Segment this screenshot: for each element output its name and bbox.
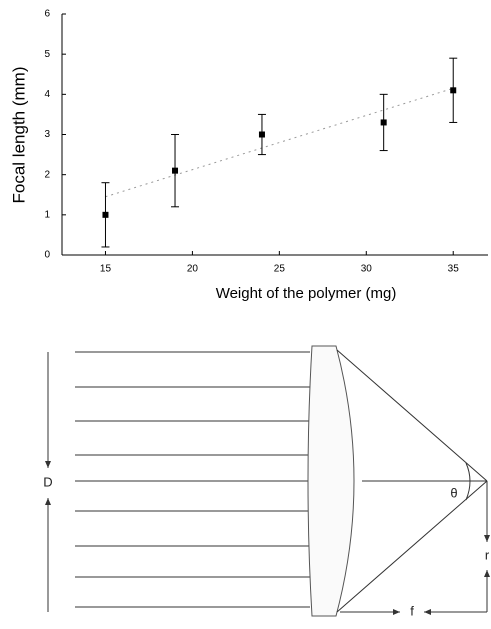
y-tick-label: 1 xyxy=(44,209,50,220)
y-axis-label: Focal length (mm) xyxy=(9,67,28,204)
data-point xyxy=(102,211,109,218)
y-tick-label: 5 xyxy=(44,49,50,60)
angle-arc xyxy=(465,462,471,501)
chart: Weight of the polymer (mg) Focal length … xyxy=(9,9,488,302)
x-tick-label: 30 xyxy=(361,264,373,275)
r-label: r xyxy=(485,547,490,562)
refracted-ray xyxy=(336,480,488,613)
data-point xyxy=(450,87,457,94)
x-tick-label: 35 xyxy=(448,264,460,275)
x-axis-label: Weight of the polymer (mg) xyxy=(216,285,397,302)
data-point xyxy=(258,131,265,138)
d-label: D xyxy=(43,474,52,489)
trend-line xyxy=(105,87,454,198)
lens-diagram: D θ r f xyxy=(43,345,490,618)
y-tick-label: 3 xyxy=(44,129,50,140)
refracted-ray xyxy=(336,349,488,482)
y-tick-label: 0 xyxy=(44,250,50,261)
lens xyxy=(307,345,355,617)
theta-label: θ xyxy=(450,485,457,500)
y-tick-label: 2 xyxy=(44,169,50,180)
y-tick-label: 4 xyxy=(44,89,50,100)
data-point xyxy=(172,167,179,174)
x-tick-label: 15 xyxy=(100,264,112,275)
x-tick-label: 20 xyxy=(187,264,199,275)
f-label: f xyxy=(410,603,414,618)
x-tick-label: 25 xyxy=(274,264,286,275)
data-point xyxy=(380,119,387,126)
y-tick-label: 6 xyxy=(44,9,50,20)
